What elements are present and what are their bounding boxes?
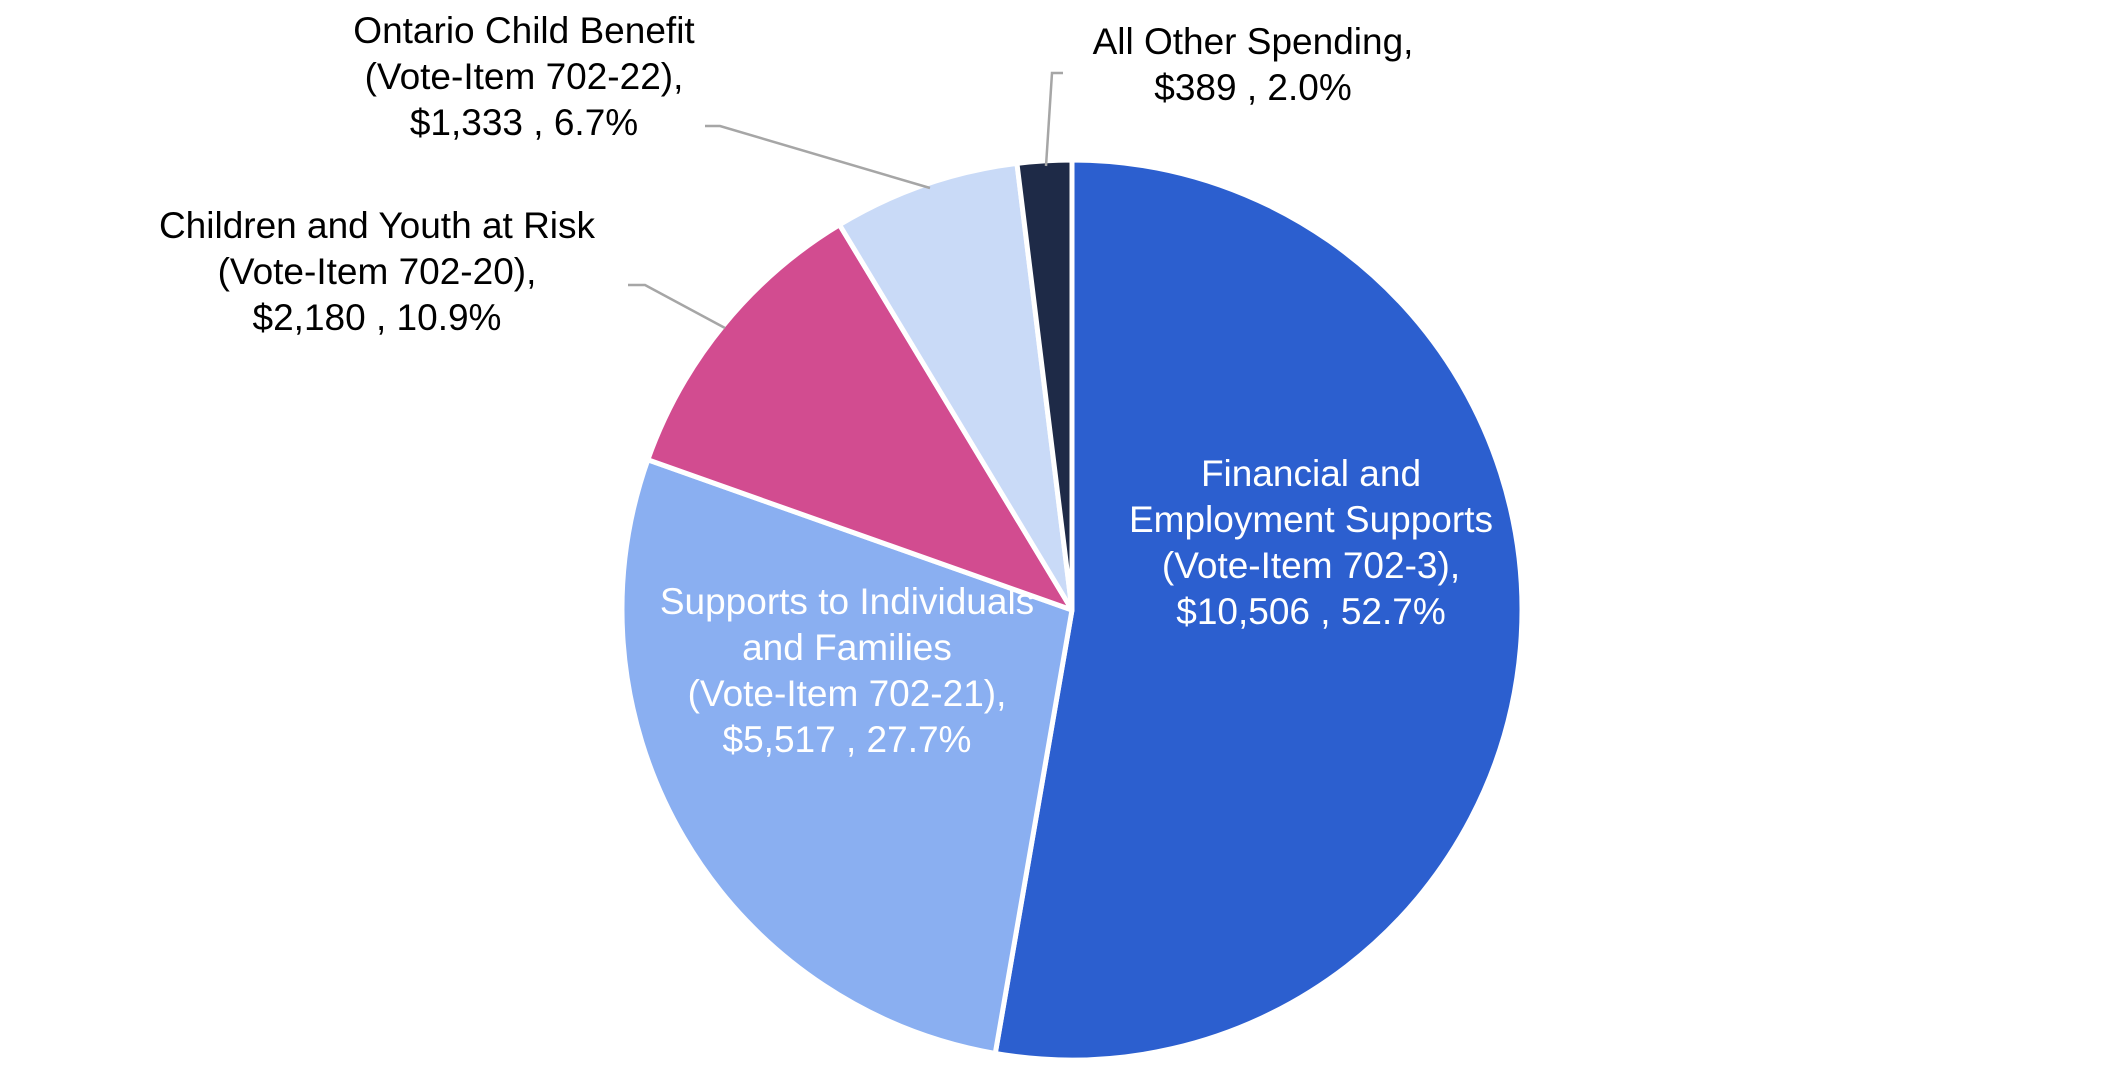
slice-label-line: All Other Spending, bbox=[1093, 21, 1414, 62]
slice-label-line: $5,517 , 27.7% bbox=[723, 719, 972, 760]
slice-label-line: Employment Supports bbox=[1129, 499, 1493, 540]
leader-line-children bbox=[628, 283, 726, 330]
slice-label-child-benefit: Ontario Child Benefit (Vote-Item 702-22),… bbox=[353, 10, 695, 143]
slice-label-line: $10,506 , 52.7% bbox=[1176, 591, 1446, 632]
pie-slice-children bbox=[645, 222, 1075, 613]
leader-line-other bbox=[1044, 71, 1063, 167]
slice-label-individuals: Supports to Individuals and Families (Vote… bbox=[660, 581, 1034, 760]
slice-label-line: (Vote-Item 702-20), bbox=[218, 251, 537, 292]
slice-label-line: Children and Youth at Risk bbox=[159, 205, 596, 246]
slice-label-line: Supports to Individuals bbox=[660, 581, 1034, 622]
pie-slice-child-benefit bbox=[836, 160, 1075, 613]
pie-slice-other bbox=[1014, 157, 1075, 613]
slice-label-line: (Vote-Item 702-3), bbox=[1162, 545, 1460, 586]
slices-layer bbox=[619, 157, 1525, 1063]
labels-layer: Financial and Employment Supports (Vote-It… bbox=[159, 10, 1493, 760]
slice-label-children: Children and Youth at Risk (Vote-Item 702… bbox=[159, 205, 596, 338]
slice-label-line: Ontario Child Benefit bbox=[353, 10, 695, 51]
slice-label-line: (Vote-Item 702-22), bbox=[365, 56, 684, 97]
slice-label-financial: Financial and Employment Supports (Vote-It… bbox=[1129, 453, 1493, 632]
slice-label-line: and Families bbox=[742, 627, 952, 668]
pie-slice-individuals bbox=[619, 457, 1075, 1056]
slice-label-line: $389 , 2.0% bbox=[1154, 67, 1351, 108]
leader-line-child-benefit bbox=[705, 124, 931, 190]
slice-label-line: (Vote-Item 702-21), bbox=[688, 673, 1007, 714]
slice-label-line: $1,333 , 6.7% bbox=[410, 102, 638, 143]
slice-label-line: $2,180 , 10.9% bbox=[253, 297, 502, 338]
slice-label-line: Financial and bbox=[1201, 453, 1421, 494]
slice-label-other: All Other Spending, $389 , 2.0% bbox=[1093, 21, 1414, 108]
leader-lines-layer bbox=[628, 71, 1063, 330]
pie-slice-financial bbox=[992, 157, 1525, 1063]
